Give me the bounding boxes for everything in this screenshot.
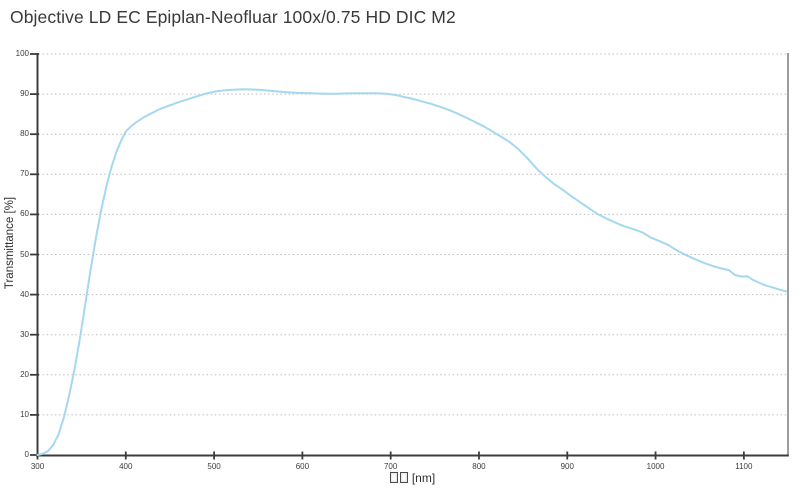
y-tick-label: 50 [20,249,29,259]
y-tick-label: 20 [20,369,29,379]
x-tick-label: 700 [383,462,398,471]
transmittance-curve [36,88,788,456]
x-tick-label: 1100 [735,462,753,471]
x-tick-label: 800 [472,462,486,471]
chart-title: Objective LD EC Epiplan-Neofluar 100x/0.… [10,7,456,27]
x-tick-label: 500 [207,462,221,471]
missing-glyph-box [389,472,398,483]
y-tick-label: 0 [24,450,29,459]
x-tick-label: 1000 [646,462,665,471]
y-tick-label: 80 [20,129,29,139]
x-tick-label: 300 [30,462,45,471]
missing-glyph-box [399,472,408,483]
y-tick-label: 30 [20,329,29,339]
x-axis-title: [nm] [312,471,512,485]
missing-glyph-group [389,471,409,485]
y-tick-label: 10 [20,409,29,419]
y-axis-title: Transmittance [%] [4,196,16,290]
x-tick-label: 600 [295,462,310,471]
y-tick-label: 100 [15,49,29,58]
x-axis-unit-label: [nm] [411,471,436,485]
y-tick-label: 60 [20,209,29,219]
x-tick-label: 900 [560,462,574,471]
y-tick-label: 70 [20,169,29,179]
x-tick-label: 400 [119,462,133,471]
y-tick-label: 90 [20,89,29,99]
y-tick-label: 40 [20,289,29,299]
